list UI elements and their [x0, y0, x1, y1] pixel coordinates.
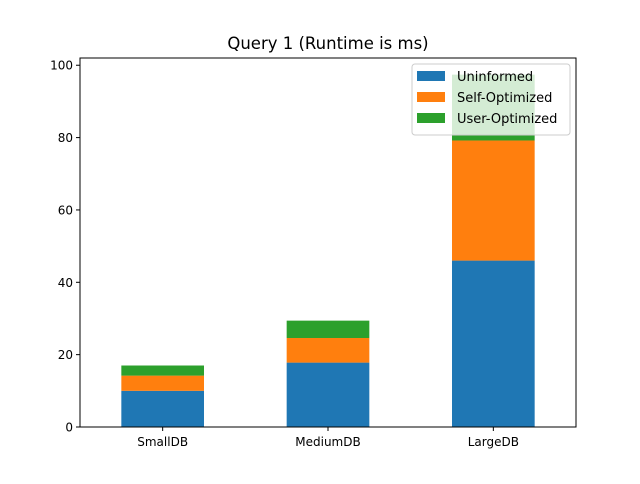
x-tick-label-largedb: LargeDB [468, 435, 519, 449]
y-tick-label: 100 [50, 59, 73, 73]
legend-label-self-optimized: Self-Optimized [457, 91, 552, 106]
bar-largedb-self-optimized [452, 140, 535, 261]
y-tick-label: 60 [58, 203, 73, 217]
x-tick-label-smalldb: SmallDB [137, 435, 188, 449]
x-tick-label-mediumdb: MediumDB [295, 435, 360, 449]
legend-label-uninformed: Uninformed [457, 70, 533, 85]
legend-swatch-self-optimized [417, 92, 445, 102]
legend-swatch-uninformed [417, 71, 445, 81]
bar-largedb-uninformed [452, 260, 535, 427]
y-tick-label: 20 [58, 348, 73, 362]
bar-smalldb-self-optimized [121, 375, 204, 391]
bar-mediumdb-self-optimized [286, 338, 370, 363]
y-tick-label: 80 [58, 131, 73, 145]
legend-label-user-optimized: User-Optimized [457, 112, 557, 127]
legend-box [411, 63, 571, 136]
bar-smalldb-uninformed [121, 390, 204, 427]
bars-layer [121, 74, 535, 427]
axes-layer: 0 20 40 60 80 100 SmallDB MediumDB LargeDB [50, 57, 577, 449]
bar-mediumdb-uninformed [286, 362, 370, 427]
bar-mediumdb-user-optimized [286, 320, 370, 339]
y-tick-label: 40 [58, 276, 73, 290]
legend: Uninformed Self-Optimized User-Optimized [411, 63, 571, 136]
y-tick-label: 0 [65, 421, 73, 435]
chart-title: Query 1 (Runtime is ms) [227, 34, 428, 53]
legend-swatch-user-optimized [417, 113, 445, 123]
bar-smalldb-user-optimized [121, 365, 204, 376]
